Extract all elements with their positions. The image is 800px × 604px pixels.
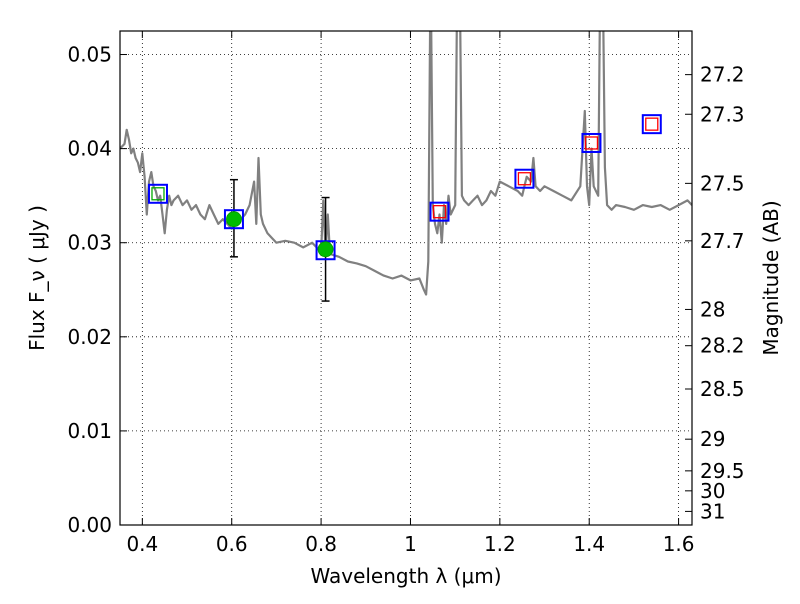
y-tick-label: 0.04 bbox=[67, 137, 112, 161]
blue-square-marker bbox=[147, 183, 168, 204]
blue-square-marker bbox=[429, 201, 450, 222]
x-tick-label: 1 bbox=[404, 532, 417, 556]
red-square-marker bbox=[645, 117, 659, 131]
right-tick-label: 27.5 bbox=[700, 171, 745, 195]
y-tick-label: 0.03 bbox=[67, 231, 112, 255]
right-tick-label: 29.5 bbox=[700, 459, 745, 483]
red-square-marker bbox=[517, 172, 532, 186]
right-tick-label: 27.3 bbox=[700, 102, 745, 126]
right-tick-label: 30 bbox=[700, 479, 725, 503]
spectrum-line bbox=[120, 31, 692, 296]
x-tick-label: 1.6 bbox=[663, 532, 695, 556]
right-axis-title: Magnitude (AB) bbox=[759, 200, 783, 355]
right-tick-label: 28.2 bbox=[700, 334, 745, 358]
y-axis-title: Flux F_ν ( μJy ) bbox=[25, 205, 49, 351]
y-tick-label: 0.05 bbox=[67, 43, 112, 67]
blue-square-marker bbox=[641, 114, 662, 135]
right-tick-label: 31 bbox=[700, 499, 725, 523]
right-tick-label: 28.5 bbox=[700, 377, 745, 401]
green-square-marker bbox=[151, 187, 165, 201]
blue-square-marker bbox=[315, 240, 336, 261]
green-circle-marker bbox=[317, 241, 334, 258]
x-axis-title: Wavelength λ (μm) bbox=[310, 564, 501, 588]
blue-square-marker bbox=[223, 209, 244, 230]
x-tick-label: 0.8 bbox=[305, 532, 337, 556]
y-tick-label: 0.02 bbox=[67, 325, 112, 349]
x-tick-label: 1.2 bbox=[484, 532, 516, 556]
green-circle-marker bbox=[226, 211, 242, 228]
x-tick-label: 0.6 bbox=[216, 532, 248, 556]
red-square-marker bbox=[432, 205, 447, 219]
y-tick-label: 0.00 bbox=[67, 513, 112, 537]
right-tick-label: 27.2 bbox=[700, 63, 745, 87]
x-tick-label: 1.4 bbox=[573, 532, 605, 556]
plot-frame bbox=[119, 30, 693, 526]
red-square-marker bbox=[584, 136, 599, 150]
x-tick-label: 0.4 bbox=[126, 532, 158, 556]
right-tick-label: 27.7 bbox=[700, 229, 745, 253]
blue-square-marker bbox=[581, 132, 602, 153]
right-tick-label: 28 bbox=[700, 297, 725, 321]
right-tick-label: 29 bbox=[700, 427, 725, 451]
y-tick-label: 0.01 bbox=[67, 419, 112, 443]
blue-square-marker bbox=[514, 168, 535, 189]
